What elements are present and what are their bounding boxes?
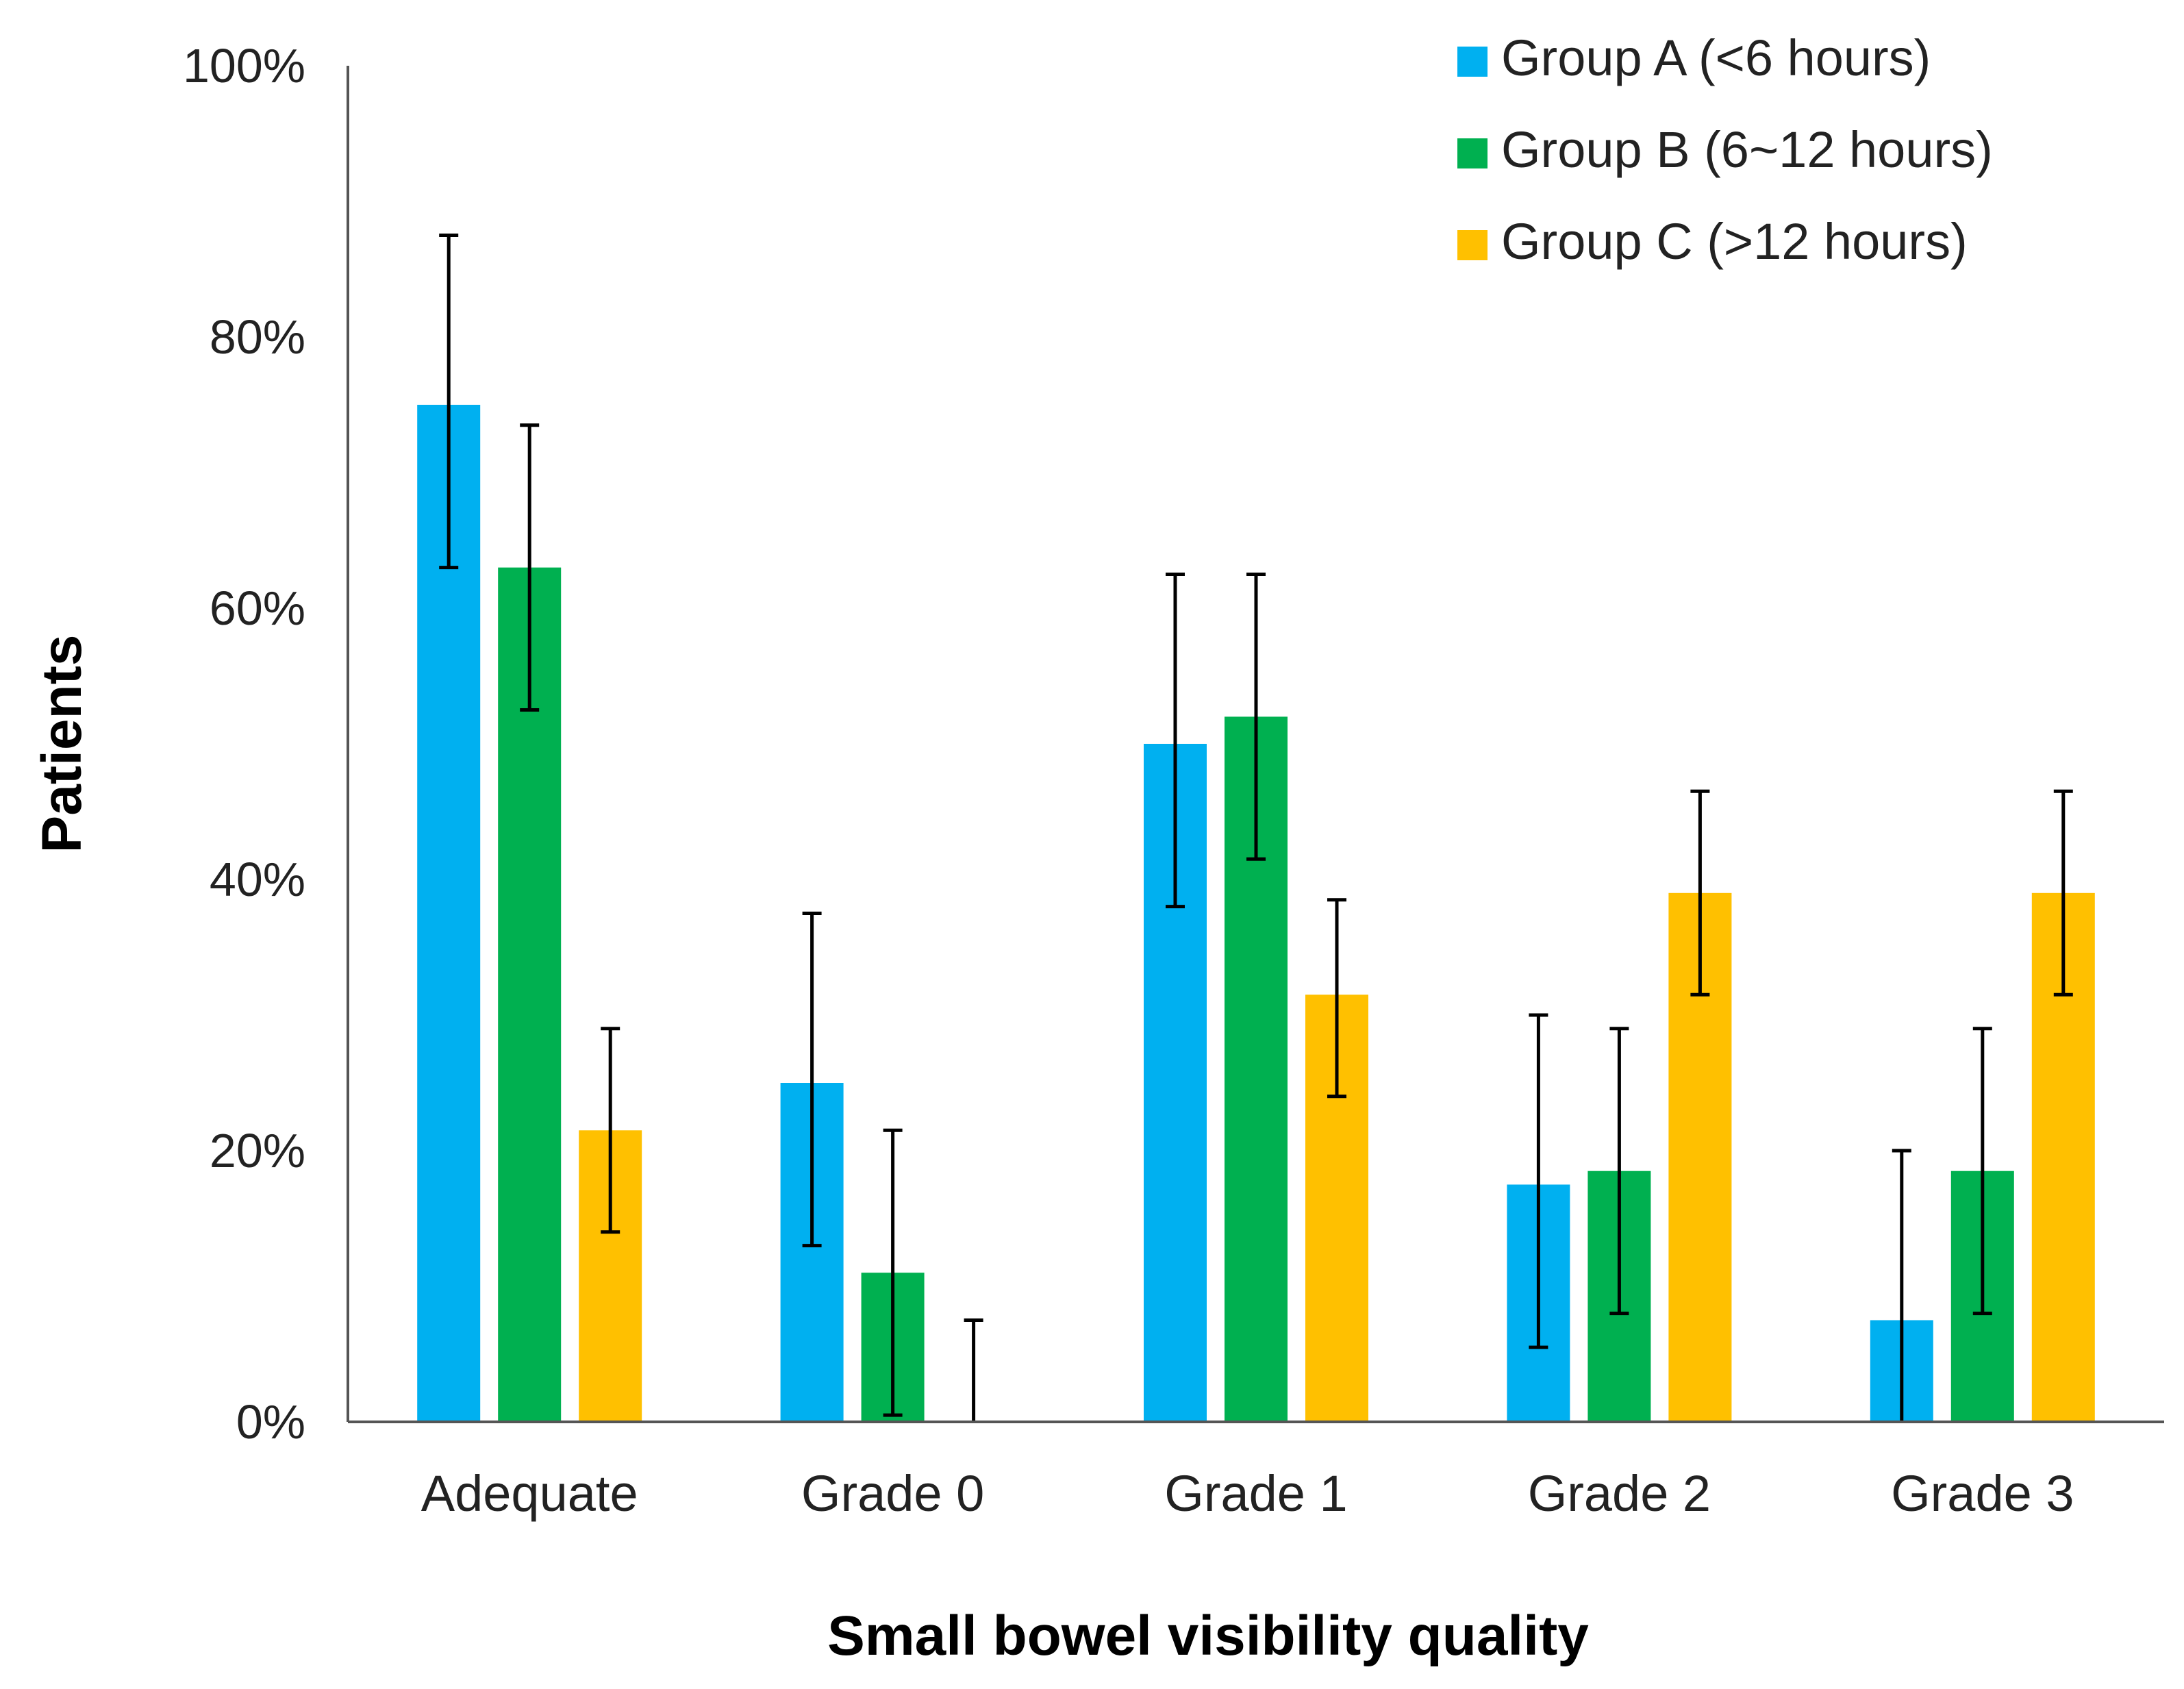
- y-tick-label: 100%: [183, 39, 305, 92]
- x-category-label: Grade 0: [801, 1465, 984, 1522]
- x-axis-title: Small bowel visibility quality: [827, 1605, 1589, 1667]
- x-category-labels: Adequate Grade 0 Grade 1 Grade 2 Grade 3: [421, 1465, 2074, 1522]
- legend-label: Group C (>12 hours): [1501, 213, 1968, 270]
- x-category-label: Grade 1: [1164, 1465, 1347, 1522]
- legend-swatch: [1457, 47, 1488, 77]
- legend-swatch: [1457, 138, 1488, 168]
- x-category-label: Grade 2: [1528, 1465, 1711, 1522]
- bar: [417, 405, 481, 1422]
- legend-label: Group A (<6 hours): [1501, 29, 1931, 86]
- x-category-label: Grade 3: [1891, 1465, 2074, 1522]
- legend-label: Group B (6~12 hours): [1501, 121, 1993, 178]
- y-tick-label: 0%: [236, 1395, 305, 1449]
- y-tick-label: 80%: [210, 310, 305, 364]
- x-category-label: Adequate: [421, 1465, 638, 1522]
- y-tick-label: 60%: [210, 581, 305, 635]
- y-tick-label: 40%: [210, 853, 305, 906]
- bars-layer: [417, 405, 2095, 1422]
- y-tick-labels: 0% 20% 40% 60% 80% 100%: [183, 39, 305, 1449]
- y-axis-title: Patients: [31, 635, 93, 853]
- legend: Group A (<6 hours) Group B (6~12 hours) Gr…: [1457, 29, 1993, 270]
- legend-swatch: [1457, 230, 1488, 260]
- error-bars-layer: [439, 234, 2073, 1422]
- y-tick-label: 20%: [210, 1124, 305, 1177]
